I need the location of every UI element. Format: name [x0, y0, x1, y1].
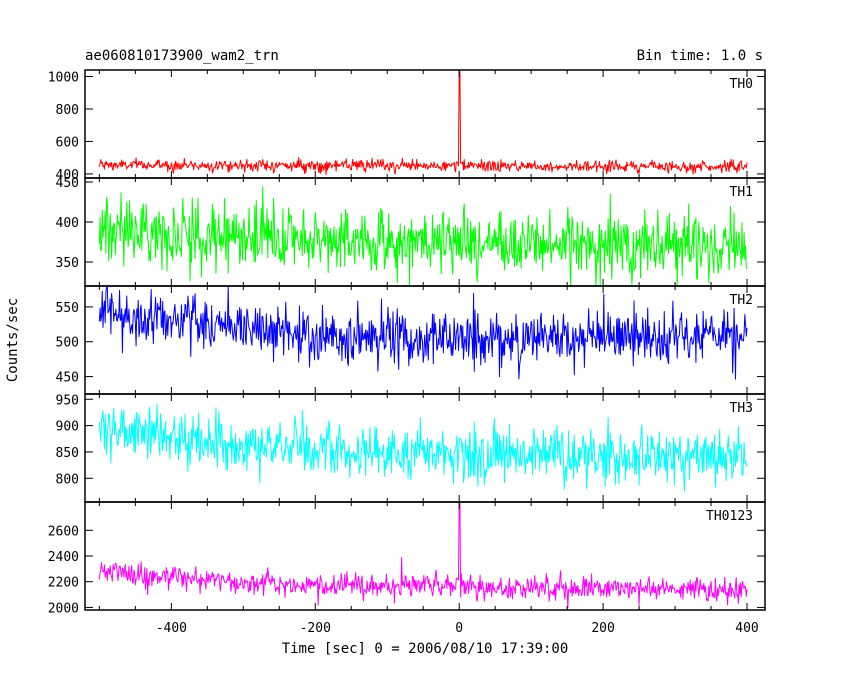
series-line-th2 [98, 285, 748, 380]
y-tick-label: 800 [56, 472, 79, 487]
y-tick-label: 450 [56, 371, 79, 386]
x-tick-label: -200 [300, 621, 331, 636]
y-tick-label: 800 [56, 103, 79, 118]
y-tick-label: 2200 [48, 576, 79, 591]
y-axis-label: Counts/sec [5, 298, 21, 382]
panel-label-th0123: TH0123 [706, 509, 753, 524]
x-tick-label: -400 [156, 621, 187, 636]
y-tick-label: 600 [56, 135, 79, 150]
y-tick-label: 2400 [48, 550, 79, 565]
panel-th0: 400 600 800 1000 TH0 [48, 69, 766, 183]
panel-th2: 450 500 550 TH2 [56, 285, 766, 395]
series-line-th1 [98, 186, 748, 287]
x-axis-label: Time [sec] 0 = 2006/08/10 17:39:00 [282, 641, 569, 657]
panel-label-th3: TH3 [730, 401, 753, 416]
x-tick-label: 0 [455, 621, 463, 636]
chart-title: ae060810173900_wam2_trn [85, 48, 279, 64]
series-line-th3 [98, 403, 748, 492]
series-line-th0 [98, 69, 748, 176]
panel-label-th2: TH2 [730, 293, 753, 308]
y-tick-label: 1000 [48, 70, 79, 85]
panel-th0123: 2000 2200 2400 2600 TH0123 -400 -200 0 200 400 [48, 501, 766, 636]
y-tick-label: 850 [56, 446, 79, 461]
y-tick-label: 900 [56, 420, 79, 435]
x-tick-label: 200 [591, 621, 614, 636]
panel-th1: 350 400 450 TH1 [56, 176, 766, 287]
y-tick-label: 400 [56, 168, 79, 183]
bin-time-label: Bin time: 1.0 s [637, 48, 763, 64]
panel-th3: 800 850 900 950 TH3 [56, 393, 766, 503]
y-tick-label: 450 [56, 176, 79, 191]
y-tick-label: 2000 [48, 601, 79, 616]
y-tick-label: 950 [56, 393, 79, 408]
y-tick-label: 400 [56, 216, 79, 231]
x-tick-label: 400 [735, 621, 758, 636]
panel-label-th1: TH1 [730, 185, 753, 200]
series-line-th0123 [98, 501, 748, 609]
panel-label-th0: TH0 [730, 77, 753, 92]
y-tick-label: 2600 [48, 524, 79, 539]
panel-frame [84, 501, 766, 611]
panel-frame [84, 69, 766, 179]
y-tick-label: 500 [56, 336, 79, 351]
y-tick-label: 550 [56, 301, 79, 316]
y-tick-label: 350 [56, 256, 79, 271]
